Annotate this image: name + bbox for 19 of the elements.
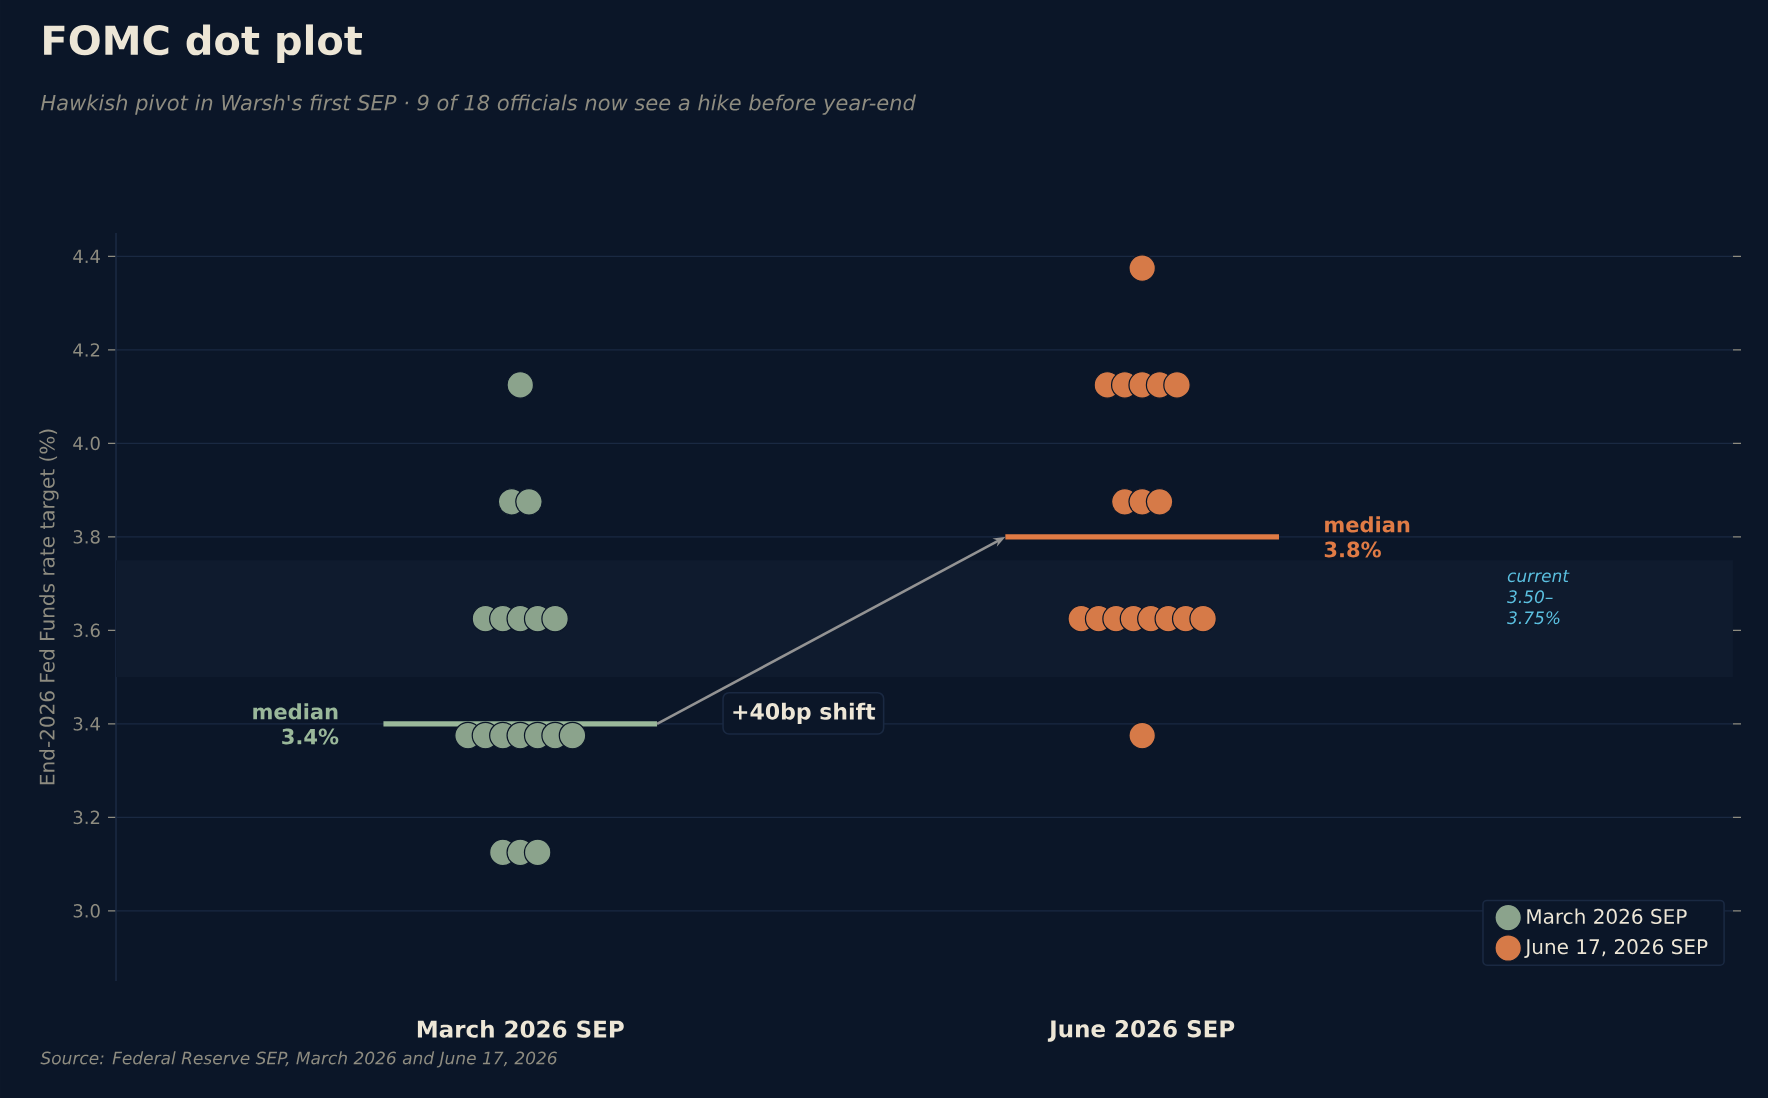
- ref-line-label: median 3.4%: [253, 703, 339, 745]
- ref-line-label: median 3.8%: [1324, 516, 1410, 558]
- annotation: +40bp shift: [733, 702, 876, 724]
- legend-label: June 17, 2026 SEP: [1524, 939, 1708, 958]
- chart-subtitle: Hawkish pivot in Warsh's first SEP · 9 of 18 officials now see a hike before year-end: [40, 94, 916, 115]
- y-tick-label: 3.8: [73, 530, 100, 544]
- y-tick-label: 3.2: [73, 810, 100, 825]
- y-tick-label: 3.4: [73, 717, 100, 731]
- y-axis-title: End-2026 Fed Funds rate target (%): [39, 429, 59, 785]
- chart-title: FOMC dot plot: [44, 24, 362, 64]
- y-tick-label: 3.6: [73, 623, 100, 638]
- y-tick-label: 4.2: [73, 343, 100, 357]
- legend-label: March 2026 SEP: [1527, 908, 1687, 924]
- y-tick-label: 3.0: [73, 904, 100, 918]
- y-tick-label: 4.0: [73, 436, 100, 451]
- x-tick-label: June 2026 SEP: [1047, 1020, 1235, 1042]
- source-note: Source: Federal Reserve SEP, March 2026 and June 17, 2026: [40, 1051, 557, 1068]
- y-tick-label: 4.4: [73, 249, 100, 263]
- band-label: current 3.50–3.75%: [1507, 569, 1570, 625]
